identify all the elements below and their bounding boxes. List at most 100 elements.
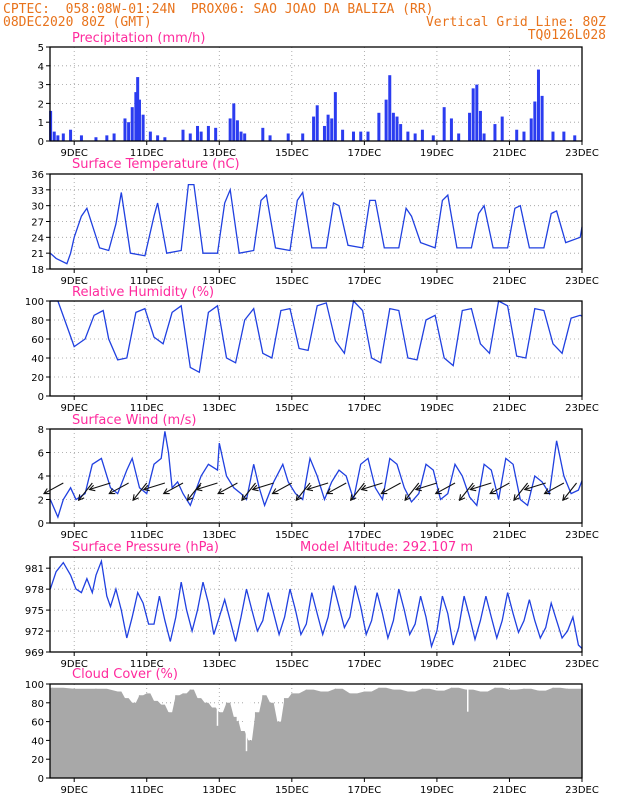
precip-bar [69, 129, 73, 141]
ytick-label: 5 [38, 43, 44, 54]
wind-arrow-head [42, 488, 51, 495]
precip-bar [301, 133, 305, 141]
ytick-label: 20 [31, 755, 44, 766]
wind-arrow-head [349, 494, 357, 502]
wind-arrow [295, 482, 311, 501]
precip-bar [395, 116, 399, 141]
ytick-label: 972 [25, 627, 44, 638]
precip-bar [442, 107, 446, 141]
xtick-label: 9DEC [61, 148, 88, 159]
wind-arrow [187, 482, 202, 501]
precip-bar [141, 114, 145, 141]
xtick-label: 23DEC [565, 403, 599, 414]
xtick-label: 15DEC [275, 276, 309, 287]
precip-bar [330, 118, 334, 141]
panel-frame [49, 46, 583, 142]
wind-arrow [459, 482, 474, 501]
wind-arrow-head [142, 484, 150, 492]
precip-bar [214, 127, 218, 141]
wind-arrow-head [489, 488, 497, 495]
precip-bar [79, 135, 83, 141]
cloud-bar [95, 688, 97, 778]
wind-arrow-head [251, 484, 259, 492]
wind-arrow [109, 482, 129, 495]
cloud-bar [566, 688, 569, 778]
wind-arrow [217, 482, 238, 495]
panel-frame [49, 428, 583, 524]
ytick-label: 8 [38, 425, 44, 436]
cloud-bar [508, 689, 511, 778]
xtick-label: 13DEC [202, 148, 236, 159]
wind-arrow-head [132, 494, 139, 502]
ytick-label: 60 [31, 718, 44, 729]
wind-arrow [89, 482, 111, 491]
xtick-label: 15DEC [275, 785, 309, 796]
xtick-label: 15DEC [275, 530, 309, 541]
cloud-bar [189, 689, 191, 778]
xtick-label: 21DEC [493, 530, 527, 541]
wind-arrow [513, 482, 529, 501]
ytick-label: 80 [31, 699, 44, 710]
xtick-label: 11DEC [130, 785, 164, 796]
precip-bar [573, 135, 577, 141]
wind-arrow-head [108, 488, 116, 495]
xtick-label: 9DEC [61, 530, 88, 541]
wind-arrow [350, 482, 365, 501]
wind-arrow [143, 482, 166, 491]
cloud-bar [73, 688, 75, 778]
precip-bar [529, 118, 533, 141]
wind-arrow-head [162, 488, 170, 495]
precip-bar [359, 131, 363, 141]
header-line2-right: Vertical Grid Line: 80Z [425, 15, 606, 30]
precip-bar [522, 131, 526, 141]
xtick-label: 17DEC [348, 530, 382, 541]
precip-bar [196, 125, 200, 141]
precip-bar [449, 118, 453, 141]
precip-bar [123, 118, 127, 141]
xtick-label: 17DEC [348, 276, 382, 287]
xtick-label: 11DEC [130, 148, 164, 159]
wind-arrow-head [305, 484, 314, 492]
wind-arrow-head [523, 484, 531, 492]
cloud-bar [537, 690, 540, 778]
wind-arrow-head [404, 494, 411, 502]
cloud-bar [494, 687, 496, 778]
precip-bar [156, 135, 160, 141]
precip-bar [515, 129, 519, 141]
xtick-label: 19DEC [420, 785, 454, 796]
wind-arrow [78, 482, 93, 501]
xtick-label: 17DEC [348, 659, 382, 670]
ytick-label: 2 [38, 99, 44, 110]
wind-arrow [524, 482, 546, 491]
precip-bar [94, 137, 98, 141]
xtick-label: 15DEC [275, 659, 309, 670]
precip-bar [478, 110, 482, 141]
cloud-bar [305, 689, 307, 778]
wind-arrow-head [434, 488, 442, 495]
cloud-bar [131, 702, 133, 778]
precip-bar [377, 112, 381, 141]
precip-bar [384, 99, 388, 141]
precip-bar [420, 129, 424, 141]
wind-arrow-head [562, 494, 569, 502]
panel-annotation: Model Altitude: 292.107 m [300, 540, 473, 555]
cloud-bar [175, 695, 177, 778]
xtick-label: 9DEC [61, 403, 88, 414]
header-line1: CPTEC: 058:08W-01:24N PROX06: SAO JOAO D… [3, 2, 434, 17]
wind-arrow-head [360, 484, 368, 492]
precip-bar [56, 135, 60, 141]
cloud-bar [160, 704, 162, 778]
xtick-label: 19DEC [420, 276, 454, 287]
xtick-label: 21DEC [493, 148, 527, 159]
wind-arrow-head [380, 488, 388, 495]
cloud-bar [138, 695, 141, 778]
ytick-label: 6 [38, 449, 44, 460]
cloud-bar [291, 693, 293, 778]
precip-bar [406, 131, 410, 141]
panel-frame [49, 300, 583, 397]
wind-arrow-head [77, 494, 85, 502]
cloud-bar [479, 691, 482, 778]
wind-arrow [470, 482, 492, 491]
ytick-label: 24 [31, 233, 44, 244]
